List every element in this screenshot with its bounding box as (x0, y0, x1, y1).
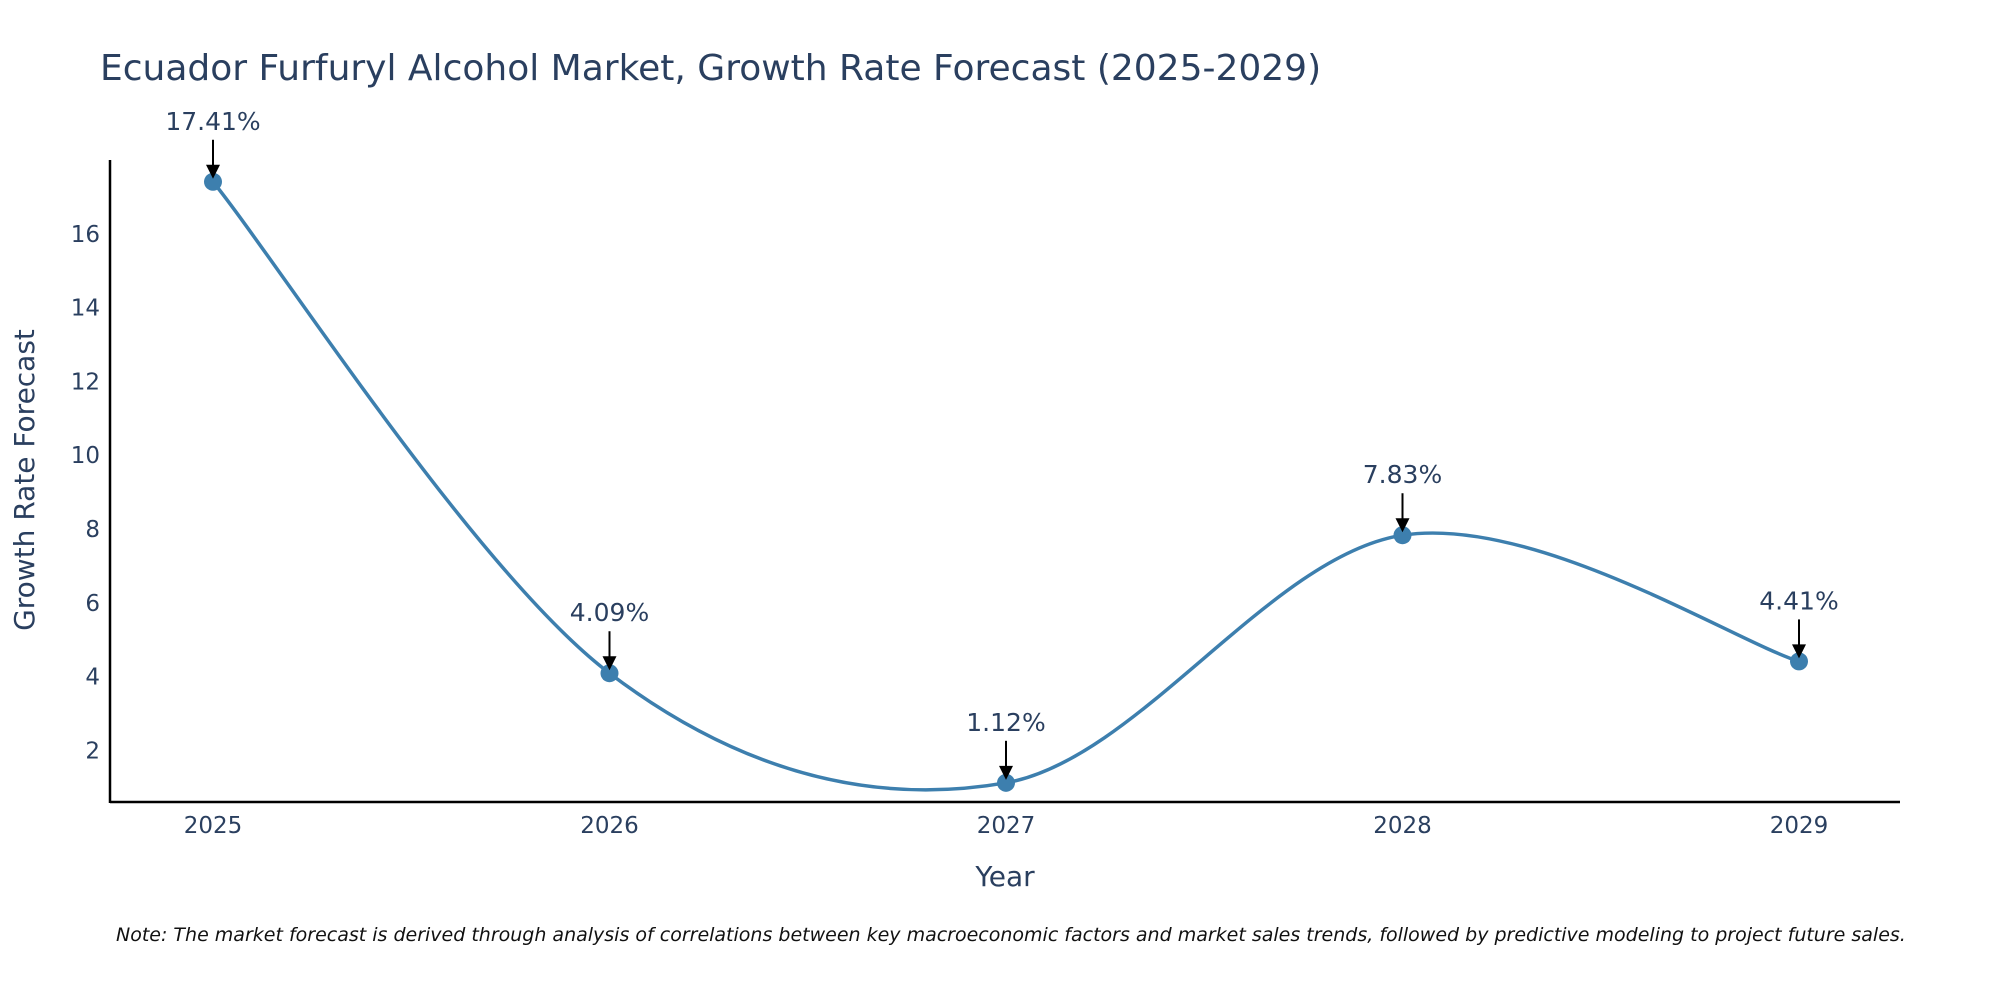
y-tick-label: 2 (85, 738, 100, 764)
x-tick-label: 2029 (1770, 813, 1829, 839)
annotation-arrow-head (602, 656, 617, 671)
data-point (1790, 652, 1808, 671)
series-line (211, 180, 1800, 792)
data-point (600, 664, 619, 683)
data-markers (204, 172, 1808, 792)
footnote: Note: The market forecast is derived thr… (116, 924, 1906, 946)
data-point (204, 172, 222, 191)
data-annotations: 17.41% 4.09% 1.12% 7.83% 4.41% (165, 107, 1839, 780)
y-tick-label: 4 (85, 665, 100, 691)
y-axis-ticks: 2 4 6 8 10 12 14 16 (71, 222, 100, 765)
y-tick-label: 16 (71, 222, 100, 248)
y-axis-title: Growth Rate Forecast (8, 329, 41, 631)
x-tick-label: 2026 (580, 813, 639, 839)
annotation-arrow-head (206, 164, 220, 179)
data-point (997, 773, 1015, 792)
x-tick-label: 2027 (977, 813, 1036, 839)
y-tick-label: 10 (71, 443, 100, 469)
data-label: 7.83% (1363, 460, 1442, 489)
y-tick-label: 12 (71, 369, 100, 395)
data-label: 4.41% (1759, 586, 1838, 615)
x-tick-label: 2025 (184, 813, 243, 839)
data-label: 17.41% (165, 107, 260, 136)
chart-title: Ecuador Furfuryl Alcohol Market, Growth … (100, 48, 1321, 89)
x-axis-title: Year (974, 860, 1035, 893)
annotation-arrow-head (1792, 644, 1806, 659)
y-tick-label: 8 (85, 517, 100, 543)
y-tick-label: 6 (85, 591, 100, 617)
x-tick-label: 2028 (1373, 813, 1432, 839)
annotation-arrow-head (999, 765, 1013, 780)
data-label: 4.09% (570, 598, 649, 627)
data-point (1393, 526, 1412, 545)
x-axis-ticks: 2025 2026 2027 2028 2029 (184, 813, 1829, 839)
y-tick-label: 14 (71, 296, 100, 322)
annotation-arrow-head (1395, 518, 1410, 533)
data-label: 1.12% (966, 708, 1045, 737)
